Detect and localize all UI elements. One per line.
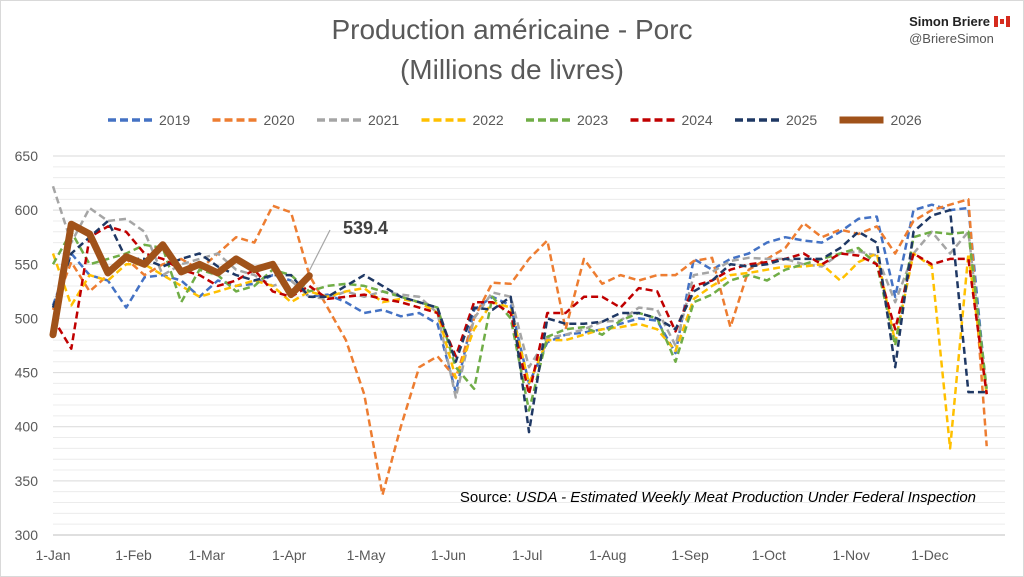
series-line-2022 [51, 252, 988, 450]
y-tick-label: 600 [15, 202, 39, 218]
series-line-2024 [51, 225, 988, 396]
x-tick-label: 1-May [347, 547, 386, 563]
y-tick-label: 450 [15, 365, 39, 381]
x-tick-label: 1-Jun [431, 547, 466, 563]
legend-label-2022: 2022 [473, 112, 504, 128]
gridlines [53, 155, 1005, 536]
source-text: USDA - Estimated Weekly Meat Production … [515, 489, 976, 506]
x-tick-label: 1-Jul [512, 547, 542, 563]
legend-label-2024: 2024 [682, 112, 713, 128]
series-line-2021 [51, 185, 988, 399]
x-tick-label: 1-Aug [589, 547, 626, 563]
series-line-2026 [49, 220, 313, 339]
series-line-2020 [51, 198, 988, 497]
annotation-value: 539.4 [343, 218, 388, 238]
y-tick-label: 550 [15, 256, 39, 272]
legend-label-2019: 2019 [159, 112, 190, 128]
x-tick-label: 1-Apr [272, 547, 307, 563]
legend-label-2020: 2020 [264, 112, 295, 128]
series-line-2025 [51, 208, 987, 434]
x-tick-label: 1-Mar [189, 547, 226, 563]
author-handle: @BriereSimon [909, 31, 994, 46]
annotation-leader-line [308, 229, 331, 272]
source-note: Source: USDA - Estimated Weekly Meat Pro… [460, 489, 976, 506]
chart-subtitle: (Millions de livres) [399, 54, 625, 85]
y-tick-label: 300 [15, 527, 39, 543]
x-tick-label: 1-Oct [752, 547, 786, 563]
series-line-2019 [51, 203, 988, 395]
legend-label-2026: 2026 [891, 112, 922, 128]
axis-labels: 300 350 400 450 500 550 600 650 1-Jan 1-Feb 1-Mar 1… [15, 148, 1005, 563]
legend-label-2025: 2025 [786, 112, 817, 128]
x-tick-label: 1-Jan [35, 547, 70, 563]
source-label: Source: [459, 489, 512, 506]
author-name: Simon Briere [909, 14, 990, 29]
annotation: 539.4 [308, 218, 388, 272]
legend: 2019 2020 2021 2022 2023 2024 2025 2026 [108, 112, 922, 128]
x-tick-label: 1-Feb [115, 547, 152, 563]
y-tick-label: 350 [15, 473, 39, 489]
y-tick-label: 500 [15, 310, 39, 326]
legend-label-2021: 2021 [368, 112, 399, 128]
author-block: Simon Briere @BriereSimon [909, 14, 1010, 46]
x-tick-label: 1-Dec [911, 547, 948, 563]
canada-flag-icon [994, 16, 1010, 27]
series-lines [49, 185, 988, 497]
y-tick-label: 650 [15, 148, 39, 164]
chart-title: Production américaine - Porc [331, 14, 693, 45]
legend-label-2023: 2023 [577, 112, 608, 128]
x-tick-label: 1-Nov [833, 547, 870, 563]
y-tick-label: 400 [15, 419, 39, 435]
x-tick-label: 1-Sep [671, 547, 709, 563]
